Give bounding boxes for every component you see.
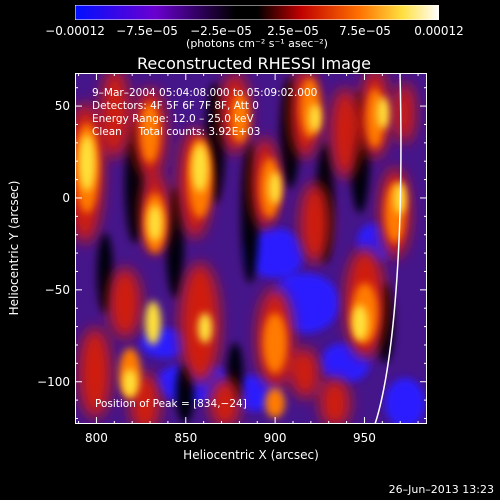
heatmap-feature: [291, 348, 319, 398]
colorbar-tick-label: 7.5e−05: [339, 24, 391, 38]
y-tick-label: −100: [37, 374, 70, 389]
heatmap-feature: [166, 188, 184, 298]
heatmap-feature: [79, 135, 95, 191]
heatmap-feature: [395, 83, 415, 143]
colorbar-tick-label: 2.5e−05: [267, 24, 319, 38]
heatmap-feature: [97, 233, 113, 313]
x-axis-tick-labels: 800 850 900 950: [75, 431, 427, 447]
annotation-detectors: Detectors: 4F 5F 6F 7F 8F, Att 0: [92, 100, 259, 112]
footer-date: 26–Jun–2013 13:23: [388, 483, 494, 496]
colorbar-unit-label: (photons cm⁻² s⁻¹ asec⁻²): [186, 37, 328, 50]
heatmap-feature: [265, 388, 285, 418]
heatmap-feature: [123, 369, 137, 397]
plot-frame: [75, 73, 427, 424]
heatmap-feature: [109, 268, 141, 338]
heatmap-feature: [148, 205, 162, 241]
annotation-time-range: 9–Mar–2004 05:04:08.000 to 05:09:02.000: [92, 87, 318, 99]
heatmap-feature: [140, 103, 160, 163]
heatmap-feature: [300, 183, 330, 263]
y-axis-tick-labels: 50 0 −50 −100: [0, 73, 70, 424]
heatmap-feature: [101, 73, 129, 158]
heatmap-feature: [192, 144, 208, 192]
heatmap-feature: [352, 305, 368, 341]
x-tick-label: 850: [174, 431, 198, 445]
heatmap-peak-features: [79, 97, 406, 397]
heatmap-feature: [79, 328, 111, 418]
heatmap-feature: [198, 313, 212, 343]
heatmap-feature: [385, 378, 425, 424]
heatmap-feature: [269, 172, 281, 204]
x-axis-label: Heliocentric X (arcsec): [183, 448, 319, 462]
heatmap-feature: [263, 313, 287, 373]
chart-title: Reconstructed RHESSI Image: [137, 54, 371, 73]
colorbar-gradient: [74, 4, 440, 21]
annotation-peak-position: Position of Peak = [834,−24]: [95, 398, 247, 410]
annotation-energy-range: Energy Range: 12.0 – 25.0 keV: [92, 113, 254, 125]
colorbar-tick-label: −2.5e−05: [190, 24, 252, 38]
x-tick-label: 900: [263, 431, 287, 445]
heatmap-feature: [309, 104, 321, 132]
colorbar-tick-labels: −0.00012 −7.5e−05 −2.5e−05 2.5e−05 7.5e−…: [45, 24, 464, 38]
heatmap-feature: [176, 363, 194, 423]
heatmap-feature: [145, 301, 161, 345]
annotation-clean-counts: Clean Total counts: 3.92E+03: [92, 126, 261, 138]
heatmap-feature: [331, 88, 359, 178]
heatmap-feature: [377, 97, 389, 129]
colorbar-tick-label: −7.5e−05: [116, 24, 178, 38]
heatmap-feature: [231, 93, 249, 143]
y-tick-label: −50: [44, 282, 70, 297]
colorbar-tick-label: −0.00012: [45, 24, 105, 38]
x-tick-label: 950: [353, 431, 376, 445]
y-tick-label: 50: [54, 99, 70, 114]
solar-limb-line: [374, 73, 402, 424]
y-axis-label: Heliocentric Y (arcsec): [7, 180, 21, 316]
heatmap-feature: [320, 378, 350, 424]
heatmap-feature: [210, 378, 240, 424]
y-tick-label: 0: [62, 190, 70, 205]
heatmap-feature: [245, 228, 305, 278]
plot-area: [75, 73, 427, 424]
x-tick-label: 800: [84, 431, 108, 445]
colorbar: [74, 4, 440, 21]
heatmap-image: [75, 73, 427, 424]
colorbar-tick-label: 0.00012: [414, 24, 464, 38]
